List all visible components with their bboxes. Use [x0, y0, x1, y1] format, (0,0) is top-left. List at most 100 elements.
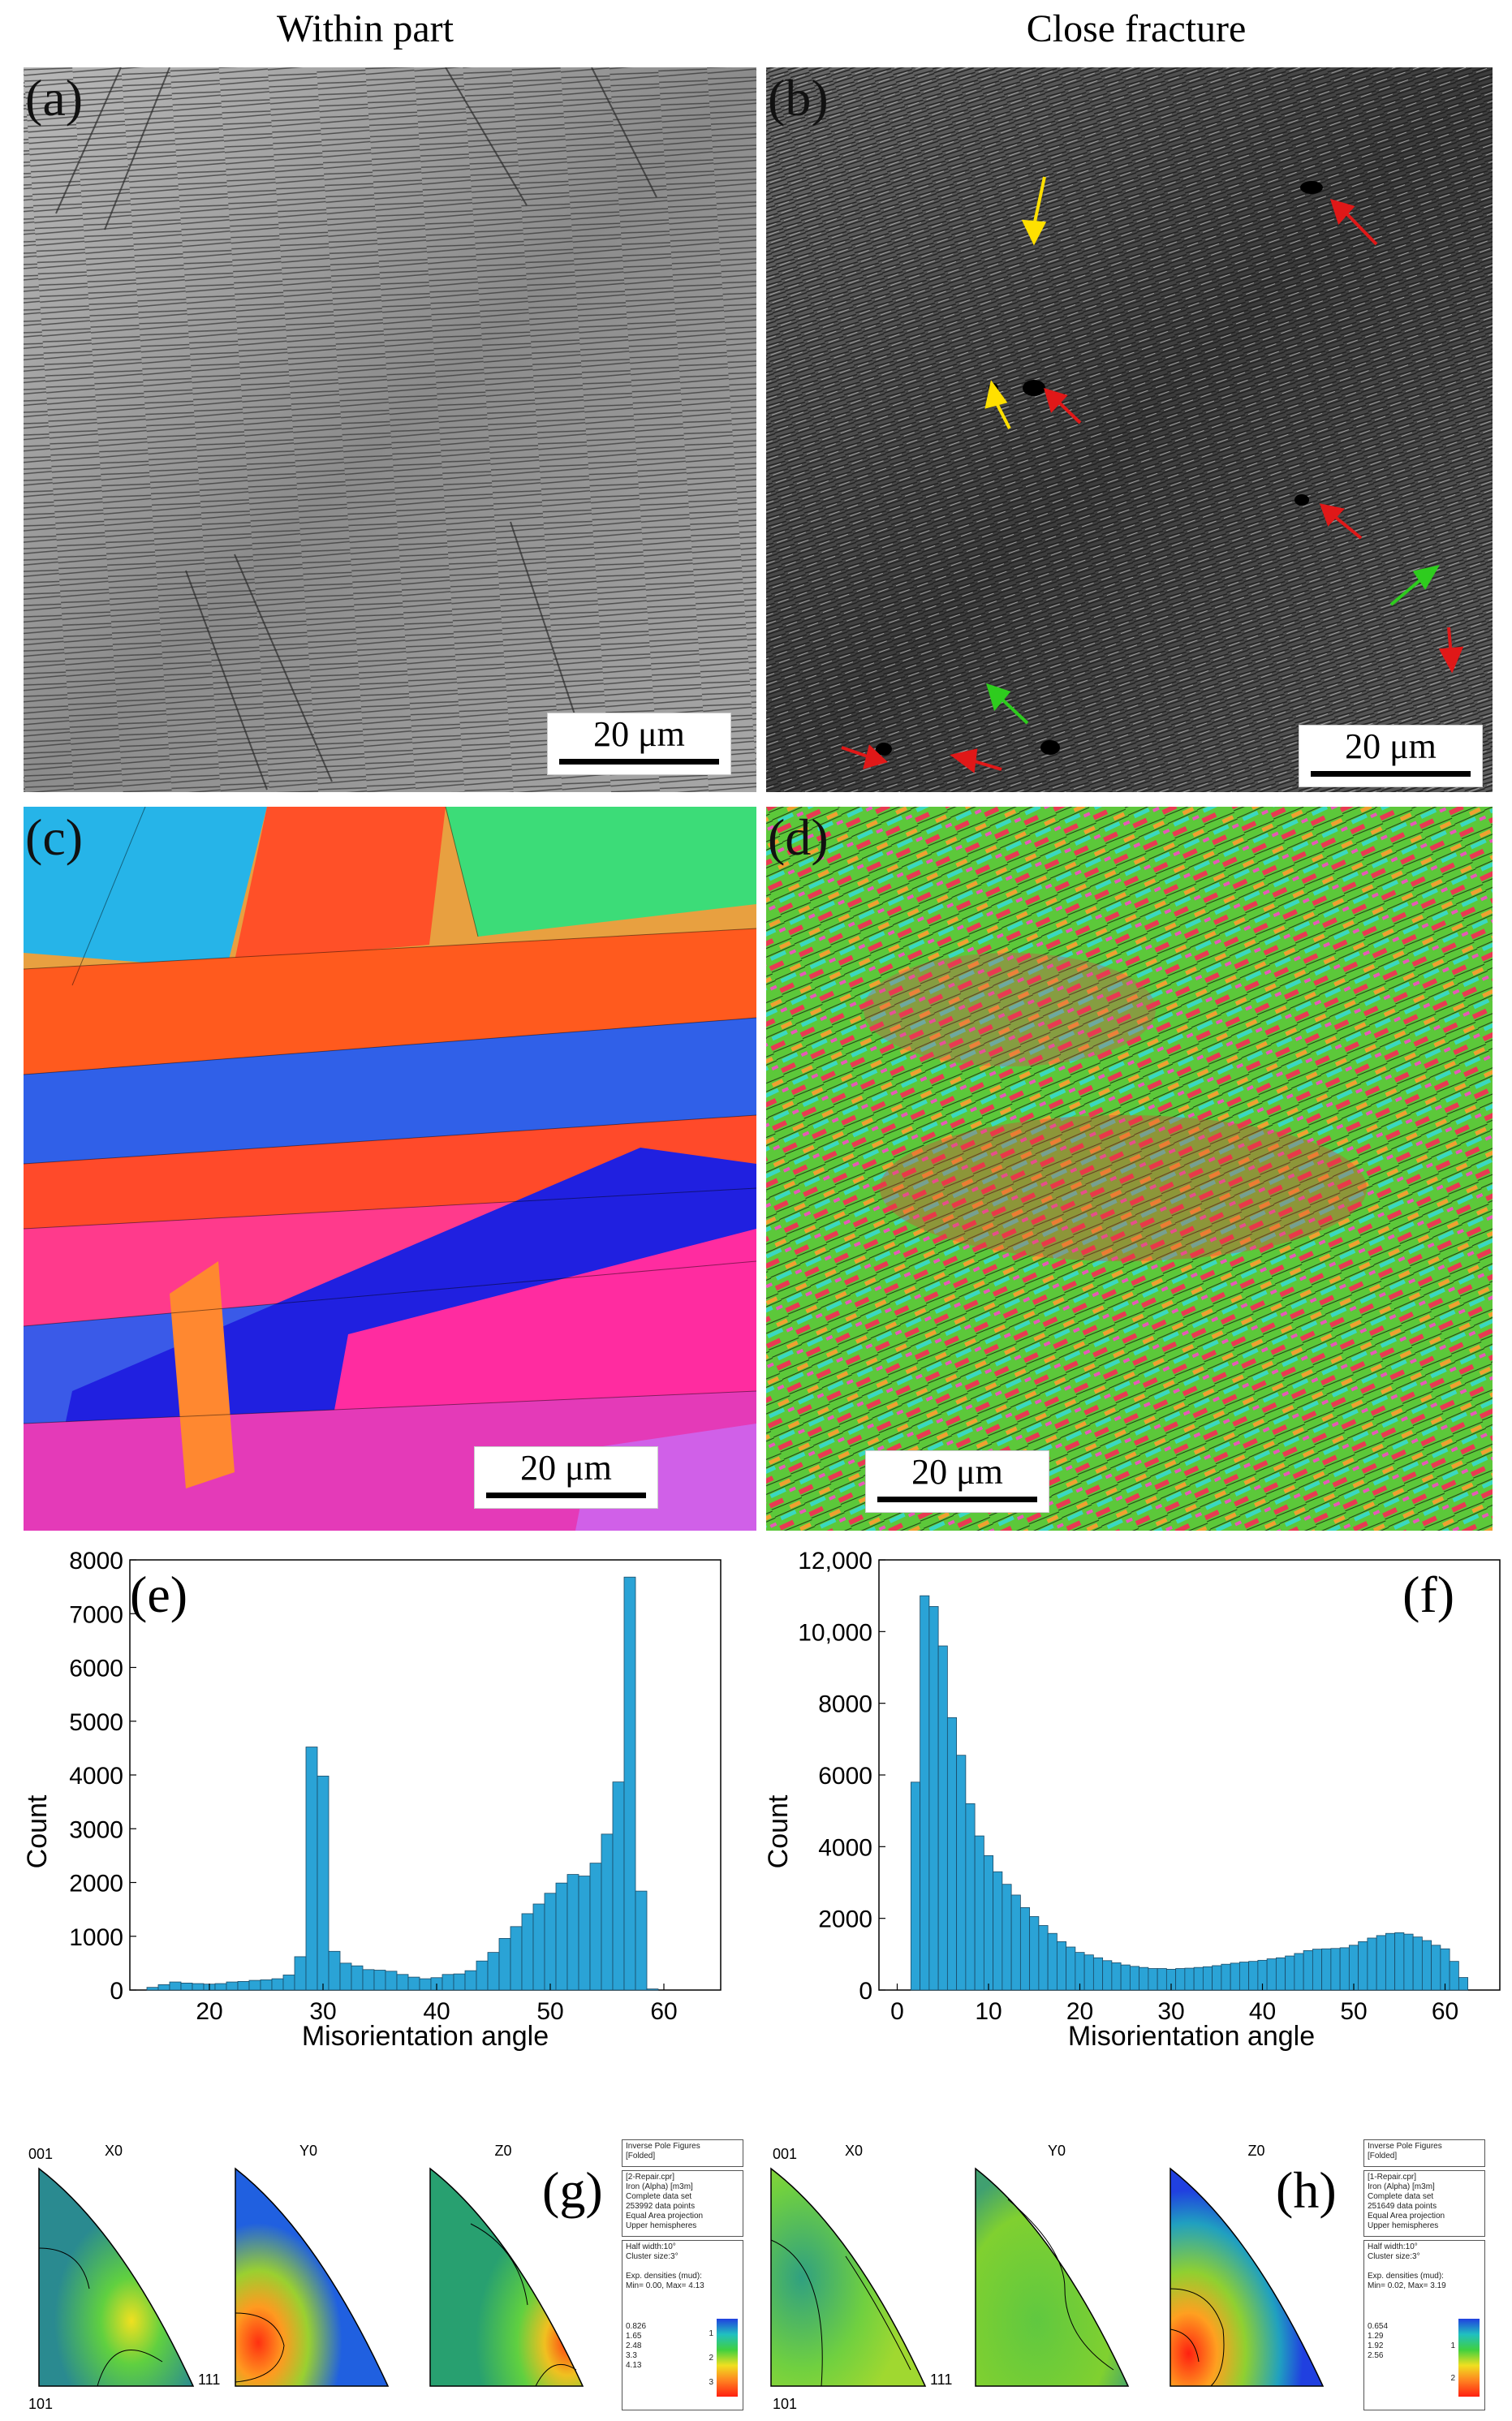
- info-line: Cluster size:3°: [626, 2252, 678, 2261]
- scale-bar-label: 20 μm: [1345, 726, 1437, 766]
- x-tick-label: 20: [196, 1998, 222, 2025]
- y-tick-label: 2000: [818, 1906, 872, 1933]
- histogram-bar: [362, 1969, 375, 1991]
- histogram-bar: [407, 1976, 420, 1991]
- histogram-bar: [1376, 1935, 1386, 1991]
- ipf-contour: [235, 2312, 285, 2383]
- histogram-bar: [1029, 1916, 1040, 1991]
- info-line: Equal Area projection: [626, 2212, 704, 2221]
- histogram-bar: [646, 1988, 659, 1991]
- y-axis-label: Count: [22, 1794, 53, 1868]
- ipf-map-c: [24, 807, 756, 1531]
- scale-bar-d: 20 μm: [865, 1450, 1049, 1513]
- histogram-bar: [1212, 1965, 1222, 1991]
- ipf-corner-111: 111: [930, 2371, 952, 2388]
- histogram-bar: [1129, 1966, 1140, 1991]
- ipf-panel-g: 001 101 111 X0 Y0 Z0 (g) Inverse Pole Fi…: [0, 2126, 756, 2417]
- histogram-bar: [339, 1962, 352, 1991]
- y-tick-label: 0: [110, 1978, 123, 2005]
- left-column-title: Within part: [276, 7, 454, 50]
- histogram-bar: [910, 1781, 921, 1991]
- histogram-bar: [1285, 1955, 1295, 1991]
- x-tick-label: 40: [1249, 1998, 1276, 2025]
- histogram-bar: [1339, 1947, 1350, 1991]
- info-line: Upper hemispheres: [1368, 2221, 1439, 2230]
- scale-bar-b: 20 μm: [1299, 725, 1483, 787]
- histogram-e: (e) Count Misorientation angle 0 1000 2000…: [22, 1548, 722, 2052]
- y-tick-label: 2000: [69, 1871, 123, 1898]
- scale-bar-line: [877, 1497, 1037, 1502]
- histogram-bar: [1120, 1964, 1131, 1991]
- histogram-bar: [578, 1876, 591, 1991]
- panel-d-ipf-map: (d) 20 μm: [766, 807, 1493, 1531]
- histogram-bar: [1092, 1957, 1104, 1991]
- ipf-info-header: Inverse Pole Figures [Folded]: [1363, 2139, 1485, 2167]
- histogram-bar: [1221, 1963, 1231, 1991]
- histogram-bar: [1421, 1940, 1432, 1991]
- y-tick-label: 10,000: [798, 1619, 872, 1646]
- histogram-bar: [612, 1781, 625, 1991]
- scale-tick: 1: [1450, 2341, 1455, 2350]
- histogram-bar: [226, 1981, 239, 1991]
- histogram-bar: [396, 1974, 409, 1991]
- ipf-corner-101: 101: [773, 2396, 797, 2412]
- histogram-bar: [442, 1974, 454, 1991]
- y-tick-label: 12,000: [798, 1548, 872, 1575]
- density-level: 1.65: [626, 2332, 642, 2341]
- panel-label-b: (b): [768, 69, 829, 127]
- histogram-bar: [1431, 1945, 1441, 1991]
- scale-tick: 2: [709, 2354, 713, 2363]
- histogram-bar: [1367, 1937, 1377, 1991]
- info-line: Exp. densities (mud):: [1368, 2272, 1444, 2281]
- y-tick-label: 6000: [818, 1763, 872, 1790]
- ipf-info-densities: Half width:10° Cluster size:3° Exp. dens…: [622, 2240, 743, 2410]
- x-tick-label: 50: [1340, 1998, 1367, 2025]
- histogram-bar: [271, 1978, 284, 1991]
- histogram-bar: [521, 1913, 534, 1991]
- scale-bar-line: [486, 1493, 646, 1498]
- info-line: 251649 data points: [1368, 2202, 1437, 2211]
- density-color-scale: [1458, 2319, 1480, 2397]
- y-tick-label: 5000: [69, 1709, 123, 1736]
- histogram-bar: [1002, 1884, 1012, 1991]
- histogram-bar: [1010, 1894, 1021, 1991]
- inverse-pole-figures-g: 001 101 111 X0 Y0 Z0 (g): [28, 2143, 603, 2412]
- panel-label-d: (d): [768, 808, 829, 866]
- density-level: 4.13: [626, 2361, 642, 2370]
- histogram-bar: [1193, 1967, 1204, 1991]
- histogram-bar: [1139, 1967, 1149, 1991]
- histogram-bar: [351, 1965, 364, 1991]
- histogram-bar: [453, 1973, 466, 1991]
- ipf-triangle-y0: [975, 2167, 1130, 2387]
- histogram-bar: [169, 1981, 182, 1991]
- ipf-axis-x0: X0: [105, 2143, 123, 2159]
- histogram-bar: [1056, 1941, 1067, 1991]
- histogram-bar: [532, 1903, 545, 1991]
- scale-tick: 2: [1450, 2374, 1455, 2383]
- density-level: 2.56: [1368, 2351, 1384, 2360]
- ipf-contour: [1007, 2199, 1114, 2371]
- histogram-bar: [498, 1937, 511, 1991]
- histogram-bar: [1175, 1968, 1186, 1991]
- histogram-bar: [317, 1775, 330, 1991]
- info-line: [1-Repair.cpr]: [1368, 2173, 1417, 2182]
- panel-b-band-contrast-map: (b) 20 μm: [766, 67, 1493, 792]
- histogram-bar: [1019, 1907, 1031, 1991]
- x-tick-label: 60: [650, 1998, 677, 2025]
- density-level: 3.3: [626, 2351, 637, 2360]
- histogram-bar: [1275, 1957, 1286, 1991]
- micrograph-a: [24, 67, 756, 792]
- density-level: 1.92: [1368, 2341, 1384, 2350]
- panel-label-c: (c): [25, 808, 84, 866]
- histogram-bar: [1184, 1967, 1195, 1991]
- y-tick-label: 7000: [69, 1601, 123, 1628]
- panel-label-g: (g): [542, 2161, 603, 2219]
- histogram-bar: [260, 1979, 273, 1991]
- scale-tick: 1: [709, 2329, 713, 2338]
- panel-label-a: (a): [25, 69, 84, 127]
- histogram-bar: [1458, 1977, 1469, 1991]
- density-level: 0.654: [1368, 2322, 1389, 2331]
- y-tick-label: 4000: [69, 1763, 123, 1790]
- histogram-bar: [464, 1970, 477, 1991]
- scale-bar-line: [1311, 771, 1471, 777]
